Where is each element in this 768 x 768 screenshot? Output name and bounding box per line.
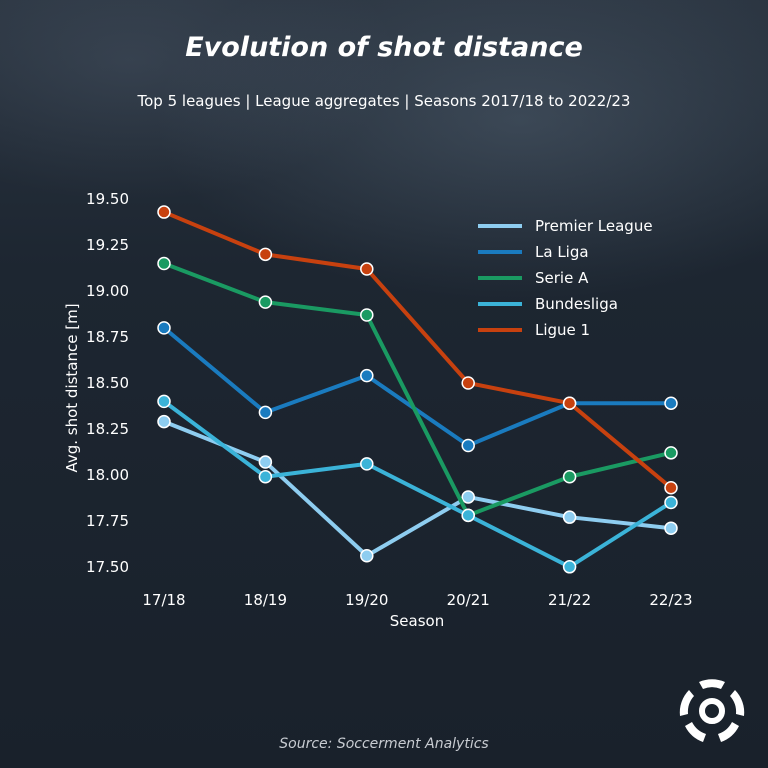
series-la-liga	[157, 321, 678, 453]
data-point	[664, 521, 678, 535]
x-axis-label: Season	[390, 612, 444, 630]
legend-label: La Liga	[535, 243, 589, 261]
data-point	[360, 368, 374, 383]
legend-label: Premier League	[535, 217, 653, 235]
series-line	[162, 399, 673, 569]
y-tick-label: 19.50	[86, 190, 129, 208]
data-point	[258, 469, 273, 484]
data-point	[664, 446, 678, 460]
y-tick-label: 19.25	[86, 236, 129, 254]
legend-label: Serie A	[535, 269, 589, 287]
data-point	[157, 414, 171, 429]
data-point	[157, 256, 171, 271]
series-line	[162, 325, 673, 448]
series-ligue-1	[157, 205, 678, 495]
data-point	[360, 262, 374, 276]
legend-label: Ligue 1	[535, 321, 590, 339]
y-tick-label: 18.50	[86, 374, 129, 392]
data-point	[461, 490, 475, 504]
y-tick-label: 18.75	[86, 328, 129, 346]
x-tick-label: 22/23	[649, 591, 692, 609]
y-tick-label: 17.50	[86, 558, 129, 576]
data-point	[664, 481, 678, 495]
y-axis-label: Avg. shot distance [m]	[63, 303, 81, 472]
x-tick-label: 19/20	[345, 591, 388, 609]
y-tick-label: 19.00	[86, 282, 129, 300]
data-point	[157, 321, 171, 335]
data-point	[664, 396, 678, 410]
data-point	[258, 295, 273, 309]
legend-label: Bundesliga	[535, 295, 618, 313]
data-point	[258, 247, 273, 262]
data-point	[562, 560, 577, 574]
data-point	[157, 394, 171, 409]
series-premier-league	[157, 414, 678, 563]
y-tick-label: 17.75	[86, 512, 129, 530]
data-point	[461, 438, 475, 453]
series-bundesliga	[157, 394, 678, 574]
data-point	[461, 508, 475, 523]
chart-title: Evolution of shot distance	[185, 32, 583, 63]
data-point	[157, 205, 171, 219]
data-point	[360, 308, 374, 322]
series-line	[162, 419, 673, 558]
y-tick-label: 18.25	[86, 420, 129, 438]
x-axis-ticks: 17/18 18/19 19/20 20/21 21/22 22/23	[142, 591, 692, 609]
soccerment-ball-logo-icon	[679, 679, 745, 742]
series-layer	[157, 205, 678, 574]
data-point	[258, 455, 273, 469]
chart-subtitle: Top 5 leagues | League aggregates | Seas…	[137, 92, 631, 110]
x-tick-label: 20/21	[447, 591, 490, 609]
x-tick-label: 18/19	[244, 591, 287, 609]
y-tick-label: 18.00	[86, 466, 129, 484]
series-line	[162, 261, 673, 518]
y-axis-ticks: 17.50 17.75 18.00 18.25 18.50 18.75 19.00 19.25…	[86, 190, 129, 576]
data-point	[360, 457, 374, 471]
data-point	[562, 510, 577, 524]
legend: Premier League La Liga Serie A Bundesliga Li…	[478, 217, 653, 339]
series-line	[162, 210, 673, 490]
x-tick-label: 21/22	[548, 591, 591, 609]
data-point	[461, 376, 475, 390]
x-tick-label: 17/18	[142, 591, 185, 609]
data-point	[258, 405, 273, 420]
data-point	[562, 469, 577, 484]
data-point	[360, 549, 374, 563]
source-note: Source: Soccerment Analytics	[279, 736, 489, 752]
data-point	[562, 396, 577, 410]
data-point	[664, 495, 678, 510]
